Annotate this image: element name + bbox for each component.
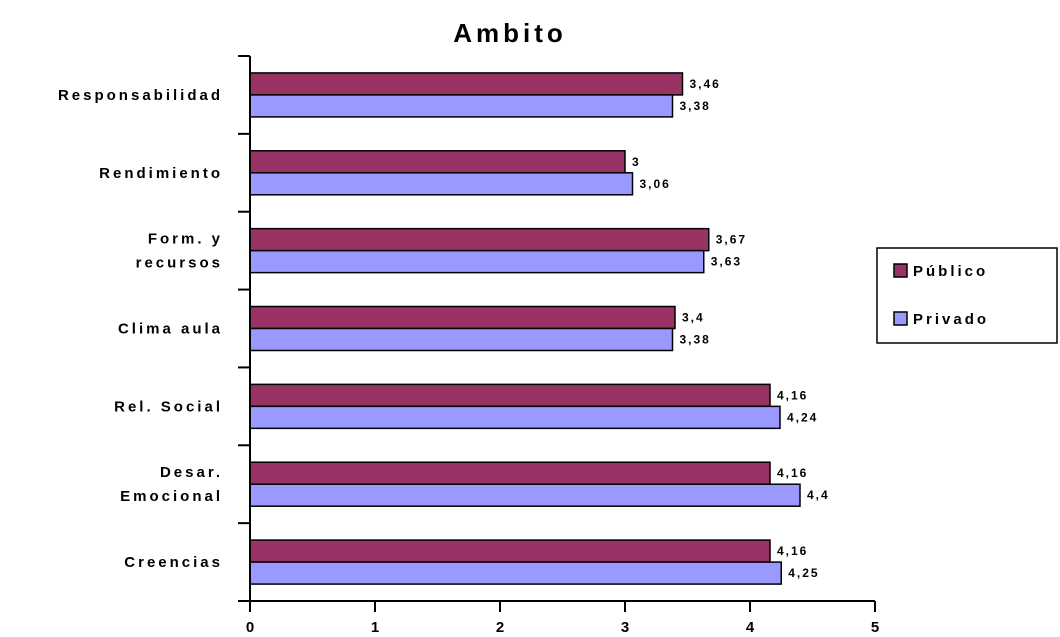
data-label-privado-5: 4,4 [807, 488, 830, 502]
data-label-privado-1: 3,06 [640, 177, 671, 191]
data-label-privado-3: 3,38 [680, 333, 711, 347]
x-tick-label-2: 2 [496, 619, 504, 636]
category-label-2: Form. y recursos [136, 231, 223, 272]
category-label-line: Rel. Social [114, 398, 223, 415]
bar-privado-4 [249, 405, 781, 430]
category-label-line: recursos [136, 255, 223, 272]
category-label-4: Rel. Social [114, 398, 223, 415]
bar-publico-4 [249, 383, 771, 408]
bar-publico-0 [249, 72, 684, 96]
category-label-1: Rendimiento [99, 165, 223, 182]
x-tick-label-5: 5 [871, 619, 879, 636]
data-label-privado-2: 3,63 [711, 255, 742, 269]
data-label-publico-1: 3 [632, 155, 641, 169]
legend-swatch-privado [893, 311, 908, 326]
category-label-line: Emocional [120, 488, 223, 505]
plot-area: 3,46 3,38 Responsabilidad 3 3,06 Rendimiento 3… [58, 55, 879, 636]
data-label-privado-6: 4,25 [788, 566, 819, 580]
x-tick-label-0: 0 [246, 619, 254, 636]
x-tick-label-3: 3 [621, 619, 629, 636]
bar-publico-3 [249, 305, 676, 330]
legend-label-publico: Público [913, 263, 988, 280]
bar-privado-1 [249, 172, 634, 196]
bar-publico-6 [249, 539, 771, 563]
category-label-3: Clima aula [118, 321, 223, 338]
category-label-line: Creencias [124, 554, 223, 571]
bar-privado-3 [249, 327, 674, 352]
category-label-line: Form. y [148, 231, 223, 248]
category-label-line: Rendimiento [99, 165, 223, 182]
data-label-publico-3: 3,4 [682, 311, 705, 325]
legend: Público Privado [876, 247, 1058, 344]
bar-privado-2 [249, 249, 705, 274]
x-tick-label-1: 1 [371, 619, 379, 636]
x-tick-label-4: 4 [746, 619, 755, 636]
category-label-6: Creencias [124, 554, 223, 571]
legend-label-privado: Privado [913, 311, 989, 328]
bar-privado-5 [249, 483, 801, 507]
category-label-line: Clima aula [118, 321, 223, 338]
data-label-publico-0: 3,46 [690, 77, 721, 91]
data-label-publico-4: 4,16 [777, 388, 808, 402]
chart-title: Ambito [453, 18, 567, 48]
data-label-privado-4: 4,24 [787, 410, 818, 424]
bar-publico-1 [249, 150, 626, 174]
data-label-publico-5: 4,16 [777, 466, 808, 480]
bar-publico-2 [249, 227, 710, 252]
bar-publico-5 [249, 461, 771, 485]
data-label-publico-6: 4,16 [777, 544, 808, 558]
legend-swatch-publico [893, 263, 908, 278]
category-label-5: Desar. Emocional [120, 464, 223, 505]
bar-privado-0 [249, 94, 674, 118]
category-label-0: Responsabilidad [58, 87, 223, 104]
data-label-publico-2: 3,67 [716, 233, 747, 247]
bar-privado-6 [249, 561, 782, 585]
category-label-line: Responsabilidad [58, 87, 223, 104]
category-label-line: Desar. [160, 464, 223, 481]
data-label-privado-0: 3,38 [680, 99, 711, 113]
